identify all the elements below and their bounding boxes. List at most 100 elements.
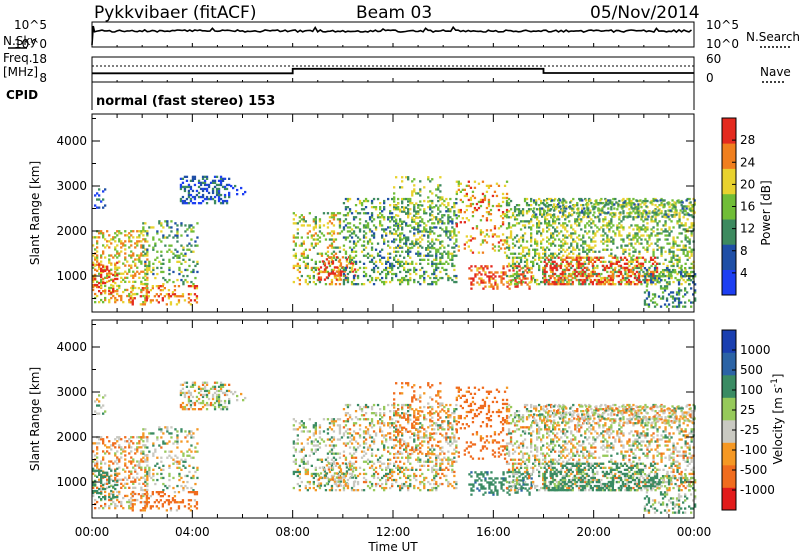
power-cell — [652, 226, 655, 229]
power-cell — [114, 298, 117, 302]
power-cell — [548, 224, 551, 227]
velocity-cell — [96, 486, 99, 489]
power-cell — [505, 208, 509, 212]
power-cell — [185, 179, 189, 182]
power-cell — [421, 258, 424, 261]
power-cell — [534, 280, 537, 284]
power-cell — [98, 267, 101, 270]
power-cell — [602, 242, 605, 245]
power-cell — [104, 269, 107, 272]
power-cell — [673, 271, 677, 274]
velocity-cell — [122, 496, 125, 500]
power-cell — [622, 204, 625, 207]
power-cell — [338, 276, 342, 280]
velocity-cell — [180, 430, 183, 433]
power-cell — [94, 283, 97, 287]
power-cell — [136, 240, 139, 243]
velocity-cell — [140, 450, 143, 453]
power-cell — [523, 274, 527, 278]
power-cell — [383, 199, 386, 203]
power-cell — [513, 266, 517, 270]
power-cell — [553, 264, 556, 268]
power-cell — [613, 256, 616, 259]
power-cell — [411, 216, 414, 219]
power-cell — [217, 199, 221, 203]
power-cell — [660, 248, 663, 251]
velocity-cell — [104, 487, 107, 491]
power-cell — [397, 260, 400, 263]
power-cell — [314, 266, 317, 270]
power-cell — [646, 248, 649, 251]
power-cell — [389, 264, 392, 268]
power-cell — [342, 214, 346, 217]
velocity-cell — [146, 456, 149, 459]
power-cell — [453, 250, 456, 253]
power-cell — [112, 287, 115, 291]
power-cell — [505, 211, 509, 214]
power-cell — [413, 270, 416, 274]
power-cell — [616, 256, 619, 259]
power-cell — [611, 256, 614, 259]
power-cell — [96, 260, 99, 263]
power-cell — [630, 262, 633, 265]
power-cell — [132, 254, 135, 257]
power-cell — [191, 177, 195, 180]
power-cell — [244, 190, 247, 194]
velocity-cell — [136, 476, 139, 479]
power-cell — [478, 283, 481, 286]
power-cell — [96, 236, 99, 239]
power-cell — [344, 224, 348, 227]
power-cell — [358, 222, 362, 225]
power-cell — [455, 238, 458, 241]
power-cell — [114, 267, 117, 270]
power-cell — [557, 278, 560, 282]
power-cell — [599, 260, 602, 263]
power-cell — [447, 218, 450, 221]
power-cell — [542, 270, 545, 274]
power-cell — [203, 187, 207, 191]
power-cell — [370, 242, 374, 245]
power-cell — [381, 236, 384, 239]
velocity-cell — [186, 474, 189, 478]
power-cell — [130, 294, 133, 298]
power-cell — [632, 254, 635, 257]
power-cell — [354, 262, 358, 265]
power-cell — [118, 284, 121, 288]
power-cell — [148, 268, 151, 272]
power-cell — [653, 267, 657, 270]
power-cell — [561, 215, 564, 218]
power-cell — [560, 280, 563, 284]
power-cell — [686, 254, 689, 257]
power-cell — [98, 236, 101, 239]
power-cell — [477, 251, 481, 254]
power-cell — [619, 213, 622, 216]
velocity-cell — [162, 432, 165, 435]
power-cell — [457, 182, 460, 185]
power-cell — [657, 209, 660, 212]
power-cell — [513, 208, 517, 211]
power-cell — [451, 206, 454, 209]
velocity-cell — [110, 502, 113, 506]
power-cell — [362, 230, 366, 233]
velocity-cell — [176, 446, 179, 449]
power-cell — [152, 268, 155, 272]
velocity-cell — [196, 468, 199, 471]
power-cell — [570, 272, 573, 276]
power-cell — [366, 252, 370, 255]
power-cell — [676, 272, 679, 276]
power-cell — [682, 228, 685, 231]
power-cell — [521, 248, 525, 251]
power-cell — [407, 238, 410, 242]
power-cell — [677, 287, 681, 290]
power-cell — [578, 214, 581, 217]
power-cell — [521, 254, 525, 257]
power-cell — [376, 242, 380, 245]
power-cell — [571, 280, 574, 284]
power-cell — [376, 270, 380, 274]
power-cell — [144, 274, 147, 278]
power-cell — [168, 234, 171, 237]
power-cell — [179, 199, 183, 203]
power-cell — [602, 224, 605, 227]
power-cell — [562, 204, 565, 207]
power-cell — [605, 199, 608, 202]
